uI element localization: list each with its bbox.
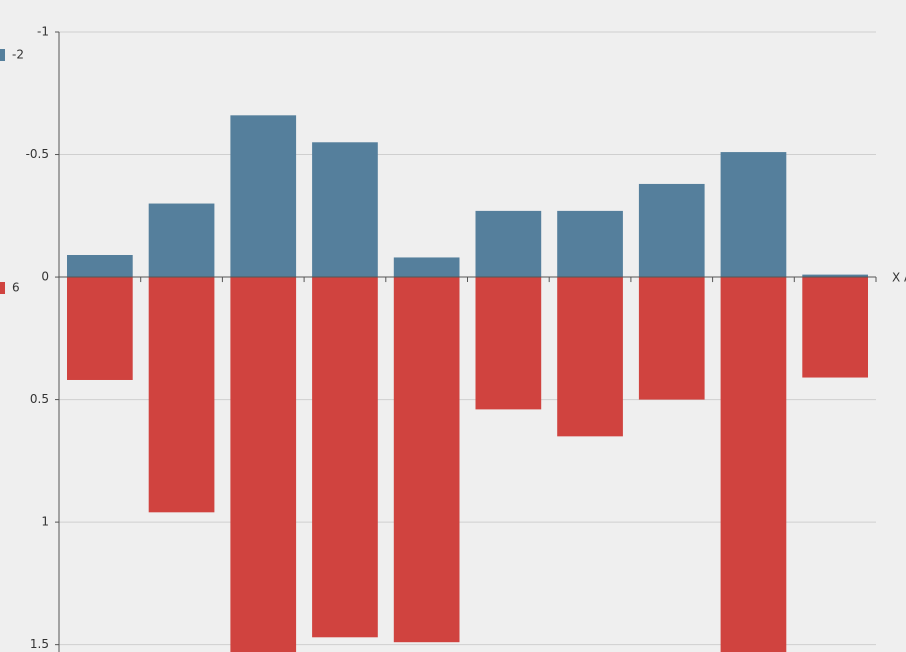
bar xyxy=(802,274,868,278)
bar xyxy=(557,210,623,278)
bar xyxy=(312,142,378,278)
bar xyxy=(312,277,378,638)
bar xyxy=(393,277,460,643)
bar xyxy=(393,257,460,278)
y-tick-label: 0 xyxy=(41,270,49,284)
legend-label: 6 xyxy=(12,281,20,295)
bar xyxy=(720,152,787,278)
bar xyxy=(475,210,542,278)
y-tick-label: -1 xyxy=(37,25,49,39)
bar xyxy=(638,277,705,400)
bar xyxy=(148,277,215,513)
bar xyxy=(638,183,705,278)
legend-marker xyxy=(0,282,5,294)
y-tick-label: 0.5 xyxy=(30,392,49,406)
y-tick-label: -0.5 xyxy=(26,147,49,161)
bar xyxy=(67,277,133,380)
y-tick-label: 1 xyxy=(41,515,49,529)
x-axis-label: X A xyxy=(892,271,906,285)
bar xyxy=(148,203,215,278)
legend-label: -2 xyxy=(12,48,24,62)
bar xyxy=(802,277,868,378)
bar xyxy=(720,277,787,652)
bar xyxy=(475,277,542,410)
y-tick-label: 1.5 xyxy=(30,637,49,651)
bar xyxy=(230,277,297,652)
bar xyxy=(230,115,297,278)
bar xyxy=(67,255,133,278)
bar xyxy=(557,277,623,437)
legend-marker xyxy=(0,49,5,61)
